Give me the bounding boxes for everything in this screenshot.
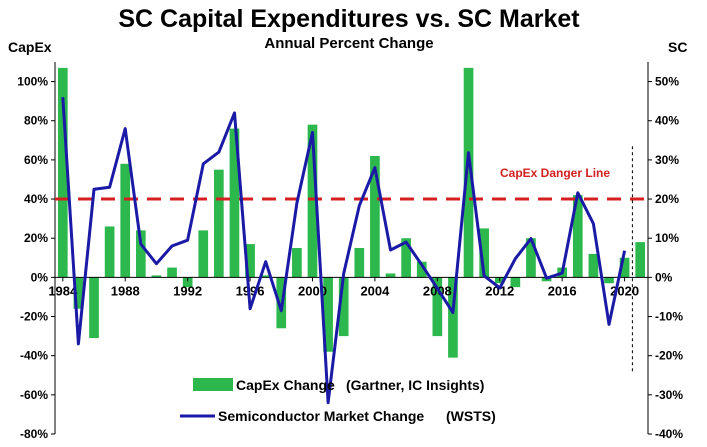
left-axis-title: CapEx	[8, 39, 52, 55]
left-tick-label: 80%	[24, 114, 48, 128]
capex-bar	[260, 275, 271, 278]
capex-bar	[151, 275, 162, 278]
left-tick-label: -20%	[20, 310, 48, 324]
legend-swatch-capex	[193, 378, 233, 391]
right-tick-label: -30%	[655, 388, 683, 402]
x-tick-label: 2004	[360, 283, 390, 298]
capex-bar	[198, 230, 209, 278]
capex-bar	[104, 226, 115, 278]
capex-bar	[57, 67, 68, 278]
x-tick-label: 2012	[485, 283, 514, 298]
legend-label-market: Semiconductor Market Change	[218, 408, 424, 424]
x-tick-label: 2016	[548, 283, 577, 298]
left-tick-label: 40%	[24, 192, 48, 206]
capex-bar	[354, 248, 365, 278]
capex-bar	[307, 124, 318, 278]
left-tick-label: -60%	[20, 388, 48, 402]
capex-bar	[89, 277, 99, 339]
right-tick-label: 30%	[655, 153, 679, 167]
legend-label-capex: CapEx Change	[236, 377, 335, 393]
capex-bar	[432, 277, 443, 337]
left-tick-label: -80%	[20, 427, 48, 441]
capex-bar	[572, 195, 583, 278]
danger-line-label: CapEx Danger Line	[500, 166, 610, 180]
legend-source-capex: (Gartner, IC Insights)	[346, 377, 484, 393]
left-tick-label: 60%	[24, 153, 48, 167]
legend: CapEx Change (Gartner, IC Insights) Semi…	[180, 377, 496, 424]
capex-bar	[182, 277, 193, 288]
x-tick-label: 2000	[298, 283, 327, 298]
capex-bar	[135, 230, 146, 278]
x-tick-label: 1988	[111, 283, 140, 298]
capex-bar	[245, 244, 255, 278]
capex-bar	[526, 238, 536, 278]
capex-bar	[448, 277, 458, 358]
capex-bar	[588, 253, 599, 278]
capex-bar	[416, 261, 427, 278]
x-tick-label: 1984	[48, 283, 78, 298]
right-tick-label: -10%	[655, 310, 683, 324]
x-tick-label: 1992	[173, 283, 202, 298]
plot-area: -80% -60% -40% -20% 0% 20% 40% 60% 80% 100% -40% -3…	[17, 62, 683, 441]
right-tick-label: -20%	[655, 349, 683, 363]
capex-bar	[401, 238, 411, 278]
chart-title: SC Capital Expenditures vs. SC Market	[118, 5, 580, 33]
capex-bar	[229, 128, 240, 278]
left-tick-label: 20%	[24, 231, 48, 245]
market-change-line	[61, 97, 627, 405]
right-tick-label: 50%	[655, 75, 679, 89]
capex-bar	[385, 273, 396, 278]
capex-bar	[604, 277, 614, 284]
chart-subtitle: Annual Percent Change	[264, 35, 433, 52]
capex-bar	[323, 277, 333, 352]
capex-bar	[214, 169, 224, 278]
capex-bar	[463, 67, 474, 278]
capex-bar	[479, 228, 489, 278]
right-tick-label: 0%	[655, 270, 673, 284]
right-tick-label: 10%	[655, 231, 679, 245]
right-tick-label: 40%	[655, 114, 679, 128]
right-tick-label: -40%	[655, 427, 683, 441]
capex-bar	[619, 257, 630, 278]
right-tick-label: 20%	[655, 192, 679, 206]
legend-source-market: (WSTS)	[446, 408, 496, 424]
left-tick-label: 100%	[17, 75, 48, 89]
capex-bar	[370, 155, 380, 278]
right-axis-title: SC	[668, 39, 687, 55]
capex-bar	[120, 163, 131, 278]
capex-bar	[635, 242, 646, 278]
capex-bar	[338, 277, 349, 337]
left-tick-label: 0%	[31, 270, 49, 284]
capex-bar	[510, 277, 521, 288]
capex-bar	[292, 248, 302, 278]
capex-bar	[167, 267, 177, 278]
left-tick-label: -40%	[20, 349, 48, 363]
capex-bar	[73, 277, 84, 309]
